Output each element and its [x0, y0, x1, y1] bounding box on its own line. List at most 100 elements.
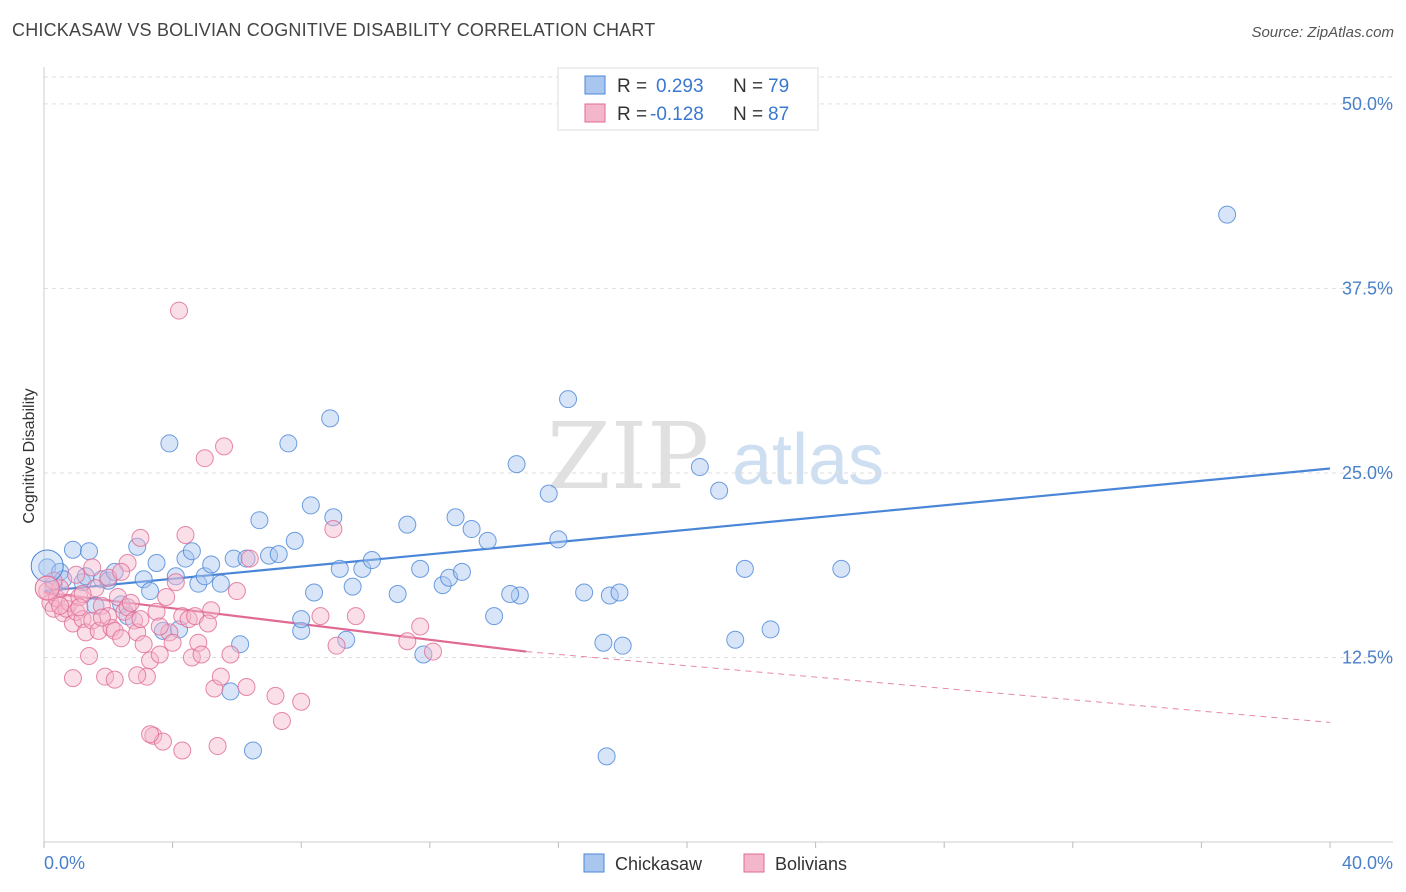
- data-point: [92, 608, 111, 627]
- data-point: [398, 632, 417, 651]
- data-point: [285, 531, 304, 550]
- data-point: [63, 669, 82, 688]
- data-point: [539, 484, 558, 503]
- data-point: [398, 515, 417, 534]
- data-point: [63, 540, 82, 559]
- data-point: [452, 562, 471, 581]
- data-point: [761, 620, 780, 639]
- data-point: [260, 546, 279, 565]
- data-point: [86, 596, 105, 615]
- data-point: [462, 520, 481, 539]
- data-point: [150, 645, 169, 664]
- data-point: [211, 574, 230, 593]
- data-point: [202, 601, 221, 620]
- data-point: [337, 630, 356, 649]
- data-point: [166, 567, 185, 586]
- data-point: [118, 554, 137, 572]
- data-point: [610, 583, 629, 602]
- data-points: [30, 205, 1237, 766]
- data-point: [157, 587, 176, 606]
- data-point: [305, 583, 324, 602]
- data-point: [198, 614, 217, 633]
- axes: [43, 67, 1393, 848]
- legend-bottom-label-chickasaw: Chickasaw: [615, 854, 703, 874]
- data-point: [128, 623, 147, 642]
- data-point: [478, 531, 497, 550]
- data-point: [343, 577, 362, 596]
- y-tick-label: 12.5%: [1342, 647, 1393, 667]
- data-point: [182, 542, 201, 561]
- data-point: [710, 481, 729, 500]
- legend-bottom-swatch-chickasaw: [583, 853, 605, 873]
- data-point: [131, 610, 150, 629]
- legend-bottom: Chickasaw Bolivians: [583, 853, 847, 874]
- data-point: [221, 645, 240, 664]
- data-point: [202, 555, 221, 574]
- legend-n-label-2: N =: [733, 104, 763, 125]
- data-point: [411, 617, 430, 636]
- data-point: [147, 602, 166, 621]
- data-point: [594, 633, 613, 652]
- data-point: [147, 554, 166, 572]
- data-point: [735, 559, 754, 578]
- data-point: [510, 586, 529, 605]
- data-point: [269, 545, 288, 564]
- data-point: [250, 511, 269, 530]
- data-point: [70, 587, 89, 606]
- data-point: [559, 390, 578, 409]
- data-point: [34, 575, 60, 601]
- data-point: [215, 437, 234, 456]
- data-point: [76, 623, 95, 642]
- watermark: ZIP atlas: [547, 403, 884, 510]
- data-point: [166, 573, 185, 592]
- data-point: [105, 670, 124, 689]
- data-point: [224, 549, 243, 568]
- data-point: [549, 530, 568, 549]
- legend-n-label-1: N =: [733, 76, 763, 97]
- data-point: [176, 525, 195, 544]
- data-point: [292, 610, 311, 629]
- data-point: [726, 630, 745, 649]
- data-point: [73, 610, 92, 629]
- data-point: [205, 679, 224, 698]
- legend-n-value-1: 79: [768, 76, 789, 97]
- data-point: [141, 582, 160, 601]
- data-point: [485, 607, 504, 626]
- data-point: [195, 567, 214, 586]
- data-point: [63, 614, 82, 633]
- data-point: [163, 633, 182, 652]
- data-point: [597, 747, 616, 766]
- data-point: [176, 549, 195, 568]
- watermark-atlas: atlas: [732, 420, 884, 500]
- data-point: [227, 582, 246, 601]
- data-point: [279, 434, 298, 453]
- data-point: [192, 645, 211, 664]
- x-tick-label-max: 40.0%: [1342, 853, 1393, 873]
- data-point: [70, 598, 89, 617]
- chart-title: CHICKASAW VS BOLIVIAN COGNITIVE DISABILI…: [12, 20, 656, 40]
- y-axis-label: Cognitive Disability: [21, 388, 38, 523]
- data-point: [292, 692, 311, 711]
- data-point: [324, 520, 343, 539]
- data-point: [501, 585, 520, 603]
- y-tick-label: 25.0%: [1342, 463, 1393, 483]
- legend-n-value-2: 87: [768, 104, 789, 125]
- legend-top: R = 0.293 N = 79 R = -0.128 N = 87: [557, 67, 819, 131]
- legend-swatch-bolivians: [584, 103, 606, 123]
- data-point: [105, 621, 124, 640]
- y-tick-labels: 12.5% 25.0% 37.5% 50.0%: [1342, 94, 1393, 668]
- grid-lines: [44, 76, 1393, 658]
- data-point: [170, 301, 189, 320]
- legend-r-label-1: R =: [617, 76, 647, 97]
- data-point: [301, 496, 320, 515]
- data-point: [150, 617, 169, 636]
- data-point: [327, 636, 346, 655]
- data-point: [362, 551, 381, 570]
- data-point: [141, 651, 160, 670]
- data-point: [144, 726, 163, 745]
- data-point: [1218, 205, 1237, 224]
- legend-bottom-swatch-bolivians: [743, 853, 765, 873]
- data-point: [195, 449, 214, 468]
- data-point: [125, 611, 144, 630]
- data-point: [346, 607, 365, 626]
